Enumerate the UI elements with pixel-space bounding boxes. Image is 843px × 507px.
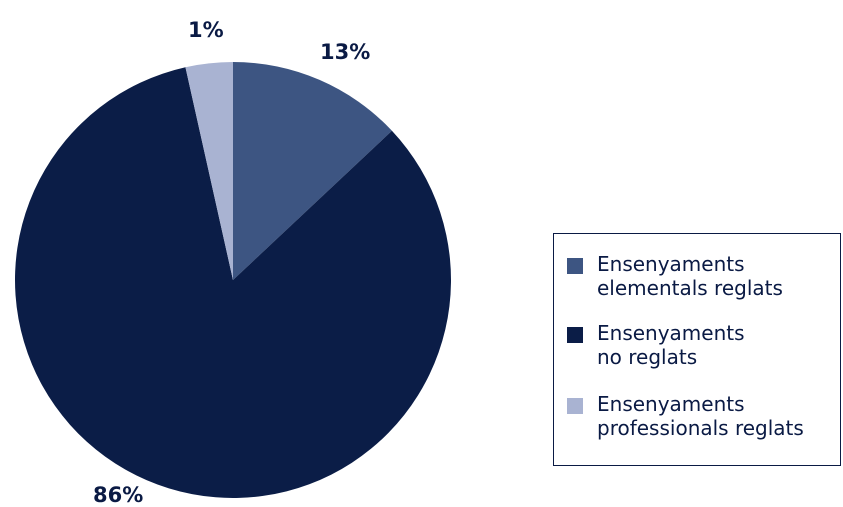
legend-label-line2: elementals reglats [597,276,783,300]
legend-swatch-professionals [567,398,583,414]
legend-item-no-reglats: Ensenyaments no reglats [567,321,745,369]
legend-item-elementals: Ensenyaments elementals reglats [567,252,783,300]
slice-no-reglats [14,67,452,498]
slice-elementals [233,62,392,280]
legend-item-professionals: Ensenyaments professionals reglats [567,392,804,440]
data-label-no-reglats: 86% [93,483,144,507]
legend-label-line1: Ensenyaments [597,252,745,276]
legend-label-line1: Ensenyaments [597,321,745,345]
data-label-professionals: 1% [188,18,224,42]
legend-swatch-elementals [567,258,583,274]
legend-label-line1: Ensenyaments [597,392,745,416]
legend-label-line2: no reglats [597,345,698,369]
legend-swatch-no-reglats [567,327,583,343]
legend: Ensenyaments elementals reglats Ensenyam… [553,233,841,466]
data-label-elementals: 13% [320,40,371,64]
legend-label-line2: professionals reglats [597,416,804,440]
slice-professionals [185,62,233,280]
